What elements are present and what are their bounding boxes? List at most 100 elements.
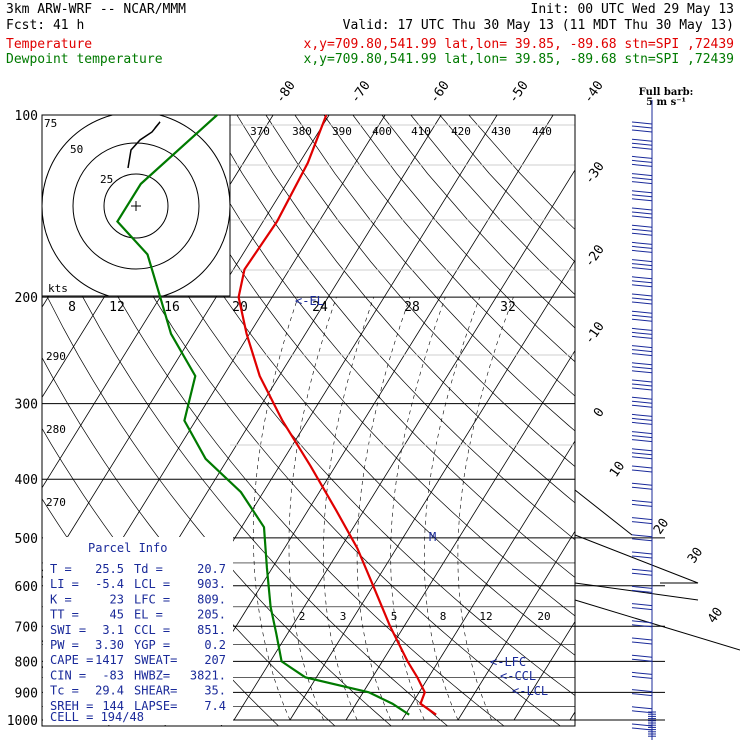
moist-adiabat-line bbox=[390, 297, 446, 721]
wind-barb bbox=[631, 693, 653, 697]
parcel-info-k2: LAPSE= bbox=[134, 699, 177, 713]
moist-adiabat-line bbox=[424, 296, 480, 721]
parcel-info-k2: HWBZ= bbox=[134, 668, 170, 682]
dewpoint-legend-label: Dewpoint temperature bbox=[6, 52, 163, 67]
parcel-info-k2: LCL = bbox=[134, 577, 170, 591]
wind-barb bbox=[631, 469, 653, 473]
parcel-info-v2: 903. bbox=[197, 577, 226, 591]
wind-barb bbox=[631, 603, 653, 607]
isotherm-line bbox=[177, 115, 554, 721]
temperature-series-line bbox=[237, 114, 437, 716]
wind-barb bbox=[631, 159, 653, 163]
wind-barb bbox=[631, 607, 653, 611]
wind-barb bbox=[631, 534, 653, 538]
hodograph-inset: 25 50 75 kts bbox=[41, 114, 231, 297]
wind-barb bbox=[631, 280, 653, 284]
parcel-info-v2: 3821. bbox=[190, 668, 226, 682]
barb-legend-title: Full barb: bbox=[639, 87, 694, 98]
isotherm-line bbox=[233, 169, 575, 721]
isotherm-label: -60 bbox=[427, 78, 453, 106]
wind-barb bbox=[631, 589, 653, 593]
wind-barb bbox=[631, 335, 653, 339]
init-time: Init: 00 UTC Wed 29 May 13 bbox=[531, 2, 735, 17]
isotherm-label: -30 bbox=[582, 159, 608, 187]
pressure-label: 600 bbox=[15, 580, 38, 595]
theta-label: 410 bbox=[411, 125, 431, 138]
parcel-info-v1: 25.5 bbox=[95, 562, 124, 576]
temperature-legend-info: x,y=709.80,541.99 lat,lon= 39.85, -89.68… bbox=[304, 37, 734, 52]
theta-label: 270 bbox=[46, 496, 66, 509]
wind-barb bbox=[631, 173, 653, 177]
wind-barb bbox=[631, 215, 653, 219]
wind-barb bbox=[631, 138, 653, 142]
wind-barb bbox=[631, 163, 653, 167]
hodograph-ring-label-75: 75 bbox=[44, 117, 57, 130]
parcel-info-v1: 45 bbox=[110, 608, 124, 622]
speed-tick-label: 16 bbox=[164, 300, 180, 315]
theta-label: 420 bbox=[451, 125, 471, 138]
theta-label: 370 bbox=[250, 125, 270, 138]
wind-barb bbox=[631, 284, 653, 288]
parcel-info-v1: 1417 bbox=[95, 653, 124, 667]
wind-barb bbox=[631, 211, 653, 215]
wind-barb bbox=[631, 379, 653, 383]
isotherm-line bbox=[401, 440, 575, 721]
parcel-info-panel: Parcel Info T = 25.5 Td = 20.7 LI = -5.4 LCL =… bbox=[43, 537, 233, 725]
hodograph-ring-label-50: 50 bbox=[70, 143, 83, 156]
isotherm-label: -50 bbox=[506, 78, 532, 106]
wind-barb bbox=[631, 387, 653, 391]
parcel-info-v2: 20.7 bbox=[197, 562, 226, 576]
parcel-info-v1: 3.30 bbox=[95, 638, 124, 652]
wind-barb bbox=[631, 125, 653, 129]
wind-barb bbox=[631, 121, 653, 125]
parcel-info-k2: EL = bbox=[134, 608, 163, 622]
temperature-legend-label: Temperature bbox=[6, 37, 92, 52]
parcel-info-v2: 0.2 bbox=[204, 638, 226, 652]
hodograph-ring-50 bbox=[72, 142, 200, 270]
dry-adiabat-line bbox=[42, 134, 505, 726]
parcel-info-k1: TT = bbox=[50, 608, 79, 622]
wind-barb bbox=[631, 301, 653, 305]
valid-time: Valid: 17 UTC Thu 30 May 13 (11 MDT Thu … bbox=[343, 18, 734, 33]
parcel-info-v2: 207 bbox=[204, 653, 226, 667]
pressure-label: 300 bbox=[15, 398, 38, 413]
wind-barb bbox=[631, 404, 653, 408]
wind-barb bbox=[631, 190, 653, 194]
isotherm-label: -10 bbox=[582, 319, 608, 347]
isotherm-label: 40 bbox=[705, 605, 726, 626]
parcel-info-k1: SWI = bbox=[50, 623, 86, 637]
parcel-info-v2: 809. bbox=[197, 592, 226, 606]
parcel-info-k2: SWEAT= bbox=[134, 653, 177, 667]
isotherm-label: -40 bbox=[581, 78, 607, 106]
speed-tick-labels: 8 12 16 20 24 28 32 bbox=[68, 300, 516, 315]
dry-adiabat-line bbox=[91, 115, 575, 696]
dry-adiabat-line bbox=[468, 115, 575, 230]
wind-barb bbox=[631, 456, 653, 460]
wind-barb bbox=[631, 181, 653, 185]
wind-barb bbox=[631, 538, 653, 542]
isotherm-label: 20 bbox=[651, 516, 672, 537]
parcel-cell: CELL = 194/48 bbox=[50, 710, 144, 724]
barb-legend-value: 5 m s⁻¹ bbox=[646, 97, 686, 108]
theta-label: 290 bbox=[46, 350, 66, 363]
wind-barb bbox=[631, 417, 653, 421]
hodograph-center-cross bbox=[131, 201, 141, 211]
parcel-info-k1: LI = bbox=[50, 577, 79, 591]
ccl-marker: <-CCL bbox=[500, 669, 536, 683]
dewpoint-legend-info: x,y=709.80,541.99 lat,lon= 39.85, -89.68… bbox=[304, 52, 734, 67]
wind-barb bbox=[631, 383, 653, 387]
wind-barb bbox=[631, 297, 653, 301]
mixing-ratio-label: 2 bbox=[299, 610, 306, 623]
wind-barb bbox=[631, 224, 653, 228]
wind-barb bbox=[631, 198, 653, 202]
pressure-label: 1000 bbox=[7, 714, 38, 729]
hodograph-ring-25 bbox=[103, 173, 169, 239]
parcel-info-v2: 851. bbox=[197, 623, 226, 637]
wind-barb bbox=[631, 448, 653, 452]
parcel-info-k1: CIN = bbox=[50, 668, 86, 682]
wind-barb bbox=[631, 555, 653, 559]
dry-adiabat-line bbox=[42, 284, 392, 726]
isotherm-label: -70 bbox=[348, 78, 374, 106]
parcel-info-k1: PW = bbox=[50, 638, 79, 652]
